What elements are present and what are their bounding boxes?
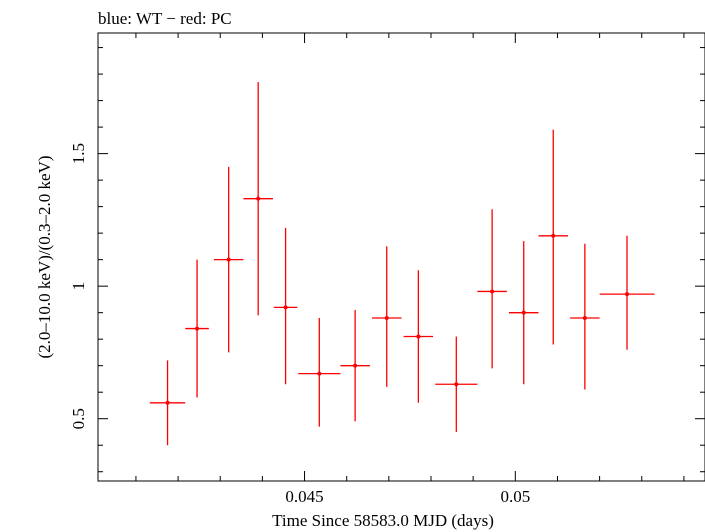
data-marker — [582, 315, 587, 320]
data-marker — [454, 382, 459, 387]
data-point — [599, 235, 655, 350]
data-marker — [256, 196, 261, 201]
data-point — [213, 166, 244, 353]
data-point — [477, 209, 507, 369]
x-tick-label: 0.05 — [500, 487, 530, 506]
y-tick-label: 1.5 — [69, 143, 88, 164]
x-tick-label: 0.045 — [285, 487, 323, 506]
data-series — [149, 82, 655, 446]
data-marker — [353, 363, 358, 368]
axis-ticks — [98, 33, 705, 481]
data-marker — [226, 257, 231, 262]
data-point — [508, 241, 539, 385]
data-point — [538, 129, 569, 345]
data-marker — [384, 315, 389, 320]
data-point — [273, 227, 298, 385]
data-point — [185, 259, 209, 398]
data-point — [243, 82, 273, 316]
data-marker — [625, 292, 630, 297]
data-marker — [551, 233, 556, 238]
plot-frame — [97, 32, 705, 482]
data-point — [403, 270, 434, 403]
data-marker — [195, 326, 200, 331]
data-marker — [490, 289, 495, 294]
data-point — [371, 246, 402, 387]
data-point — [570, 243, 600, 390]
data-marker — [416, 334, 421, 339]
data-marker — [165, 400, 170, 405]
y-tick-label: 0.5 — [69, 408, 88, 429]
x-axis-label: Time Since 58583.0 MJD (days) — [272, 511, 494, 530]
data-marker — [283, 305, 288, 310]
data-marker — [521, 310, 526, 315]
y-axis-label: (2.0–10.0 keV)/(0.3–2.0 keV) — [35, 155, 54, 358]
chart-title: blue: WT − red: PC — [98, 9, 232, 28]
data-point — [435, 336, 478, 432]
y-tick-label: 1 — [69, 282, 88, 291]
data-marker — [317, 371, 322, 376]
data-point — [149, 360, 186, 446]
data-point — [298, 317, 341, 427]
data-point — [340, 310, 370, 422]
axis-tick-labels: 0.045 0.05 0.5 1 1.5 — [69, 143, 530, 506]
